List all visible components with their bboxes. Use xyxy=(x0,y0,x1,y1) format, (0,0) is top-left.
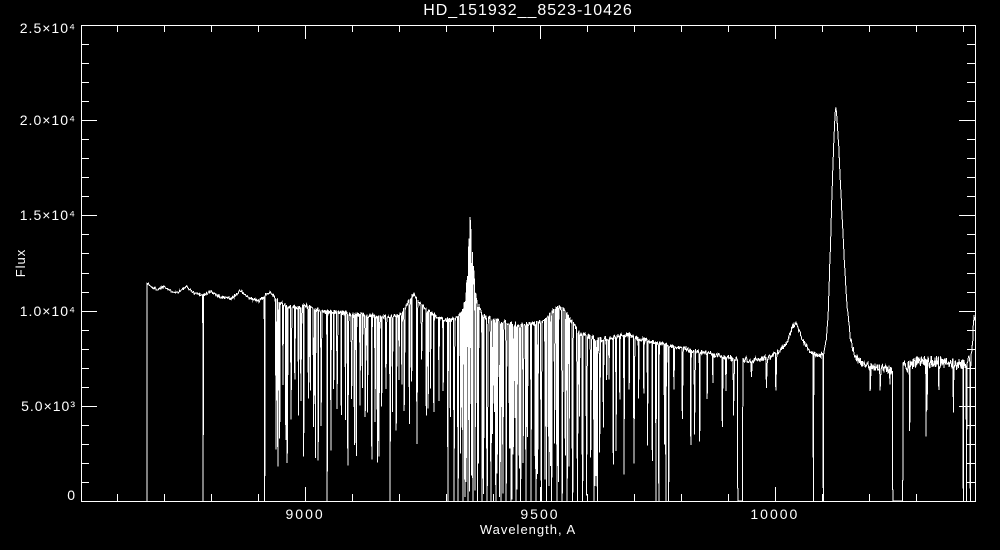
y-tick-label: 5.0×10³ xyxy=(21,397,76,414)
y-axis-label: Flux xyxy=(13,248,28,278)
y-tick-label: 0 xyxy=(67,487,76,503)
x-tick-label: 10000 xyxy=(750,506,800,522)
x-tick-label: 9500 xyxy=(520,506,560,522)
y-tick-label: 2.0×10⁴ xyxy=(19,112,76,129)
x-tick-label: 9000 xyxy=(285,506,325,522)
spectrum-line xyxy=(146,106,976,502)
axis-ticks xyxy=(81,25,975,502)
y-tick-label: 2.5×10⁴ xyxy=(19,20,76,36)
y-tick-label: 1.0×10⁴ xyxy=(19,302,76,319)
plot-title: HD_151932__8523-10426 xyxy=(423,2,633,19)
x-axis-label: Wavelength, A xyxy=(479,522,577,537)
plot-frame xyxy=(81,25,976,502)
y-tick-label: 1.5×10⁴ xyxy=(19,207,76,224)
